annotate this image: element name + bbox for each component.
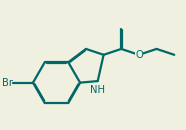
Text: NH: NH [90, 85, 105, 95]
Text: O: O [135, 50, 143, 60]
Text: Br: Br [2, 78, 13, 88]
